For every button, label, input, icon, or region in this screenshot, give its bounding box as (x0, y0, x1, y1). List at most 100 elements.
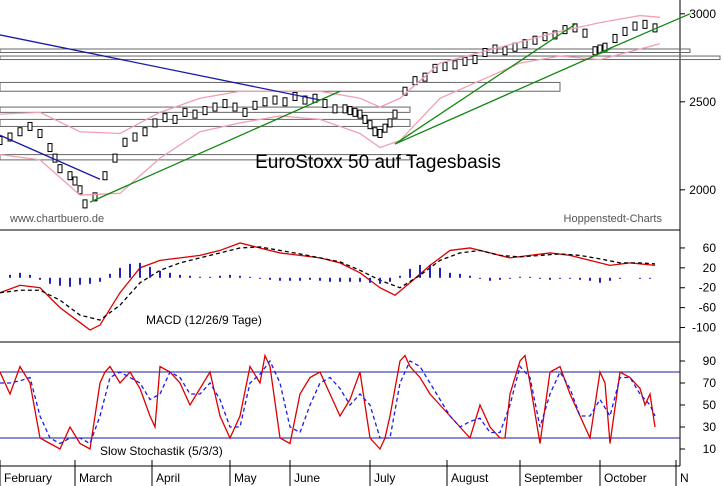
price-candle (182, 107, 188, 117)
price-candle (422, 72, 428, 82)
series-line (394, 48, 611, 145)
price-candle (387, 118, 393, 128)
month-label: February (4, 471, 52, 485)
price-candle (72, 176, 78, 186)
series-line (0, 246, 656, 321)
resistance-box (0, 55, 721, 61)
price-candle (67, 171, 73, 181)
price-candle (172, 114, 178, 124)
series-line (0, 359, 656, 445)
price-candle (582, 28, 588, 38)
price-candle (622, 26, 628, 36)
price-candle (142, 127, 148, 137)
price-candle (642, 19, 648, 29)
price-candle (112, 153, 118, 163)
month-label: March (79, 471, 112, 485)
price-candle (332, 104, 338, 114)
price-candle (632, 21, 638, 31)
price-candle (212, 102, 218, 112)
series-line (0, 34, 321, 101)
price-candle (402, 86, 408, 96)
price-candle (357, 109, 363, 119)
price-candle (362, 114, 368, 124)
macd-panel: -100 -60 -20 20 60 (0, 241, 716, 335)
price-candle (17, 127, 23, 137)
y-tick-label: -20 (699, 281, 717, 295)
price-candle (452, 60, 458, 70)
macd-label: MACD (12/26/9 Tage) (146, 313, 262, 327)
resistance-box (0, 118, 411, 127)
y-tick-label: -60 (699, 301, 717, 315)
y-tick-label: 10 (703, 442, 717, 456)
price-candle (57, 164, 63, 174)
y-tick-label: 70 (703, 376, 717, 390)
y-tick-label: 2500 (689, 95, 716, 109)
price-candle (292, 92, 298, 102)
price-candle (47, 143, 53, 153)
price-candle (272, 95, 278, 105)
series-line (599, 13, 691, 54)
price-candle (392, 109, 398, 119)
price-candle (282, 97, 288, 107)
price-candle (92, 192, 98, 202)
series-line (0, 43, 661, 196)
month-label: September (524, 471, 583, 485)
price-candle (162, 113, 168, 123)
series-line (0, 14, 661, 135)
y-tick-label: 60 (703, 241, 717, 255)
price-candle (132, 132, 138, 142)
price-candle (442, 62, 448, 72)
stochastic-panel: 10 30 50 70 90 (0, 353, 717, 456)
resistance-box (0, 48, 691, 54)
price-candle (502, 46, 508, 56)
stochastic-label: Slow Stochastik (5/3/3) (100, 444, 223, 458)
price-candle (232, 102, 238, 112)
price-candle (347, 106, 353, 116)
y-tick-label: 50 (703, 398, 717, 412)
month-label: April (156, 471, 180, 485)
price-candle (382, 123, 388, 133)
month-label: N (680, 471, 689, 485)
month-label: August (451, 471, 489, 485)
price-candle (192, 109, 198, 119)
price-candle (482, 48, 488, 58)
price-candle (302, 95, 308, 105)
price-panel: 2000 2500 3000 (0, 7, 721, 209)
price-candle (152, 118, 158, 128)
price-candle (82, 199, 88, 209)
month-label: June (294, 471, 320, 485)
y-tick-label: 3000 (689, 7, 716, 21)
series-line (394, 23, 576, 145)
price-candle (242, 107, 248, 117)
price-candle (542, 32, 548, 42)
price-candle (202, 106, 208, 116)
price-candle (592, 46, 598, 56)
price-candle (532, 35, 538, 45)
y-tick-label: 20 (703, 261, 717, 275)
price-candle (552, 30, 558, 40)
price-candle (462, 56, 468, 66)
price-candle (252, 100, 258, 110)
chart-title: EuroStoxx 50 auf Tagesbasis (255, 152, 501, 173)
price-candle (37, 128, 43, 138)
month-label: May (234, 471, 257, 485)
price-candle (352, 107, 358, 117)
price-candle (472, 55, 478, 65)
price-candle (0, 136, 3, 146)
price-candle (222, 99, 228, 109)
resistance-box (0, 154, 411, 161)
y-tick-label: 2000 (689, 183, 716, 197)
price-candle (27, 121, 33, 131)
price-candle (367, 120, 373, 130)
source-right: Hoppenstedt-Charts (564, 213, 663, 225)
price-candle (7, 132, 13, 142)
price-candle (102, 171, 108, 181)
price-candle (372, 127, 378, 137)
price-candle (342, 104, 348, 114)
price-candle (377, 128, 383, 138)
price-candle (612, 33, 618, 43)
month-label: October (604, 471, 647, 485)
price-candle (432, 63, 438, 73)
y-tick-label: 30 (703, 420, 717, 434)
price-candle (122, 137, 128, 147)
